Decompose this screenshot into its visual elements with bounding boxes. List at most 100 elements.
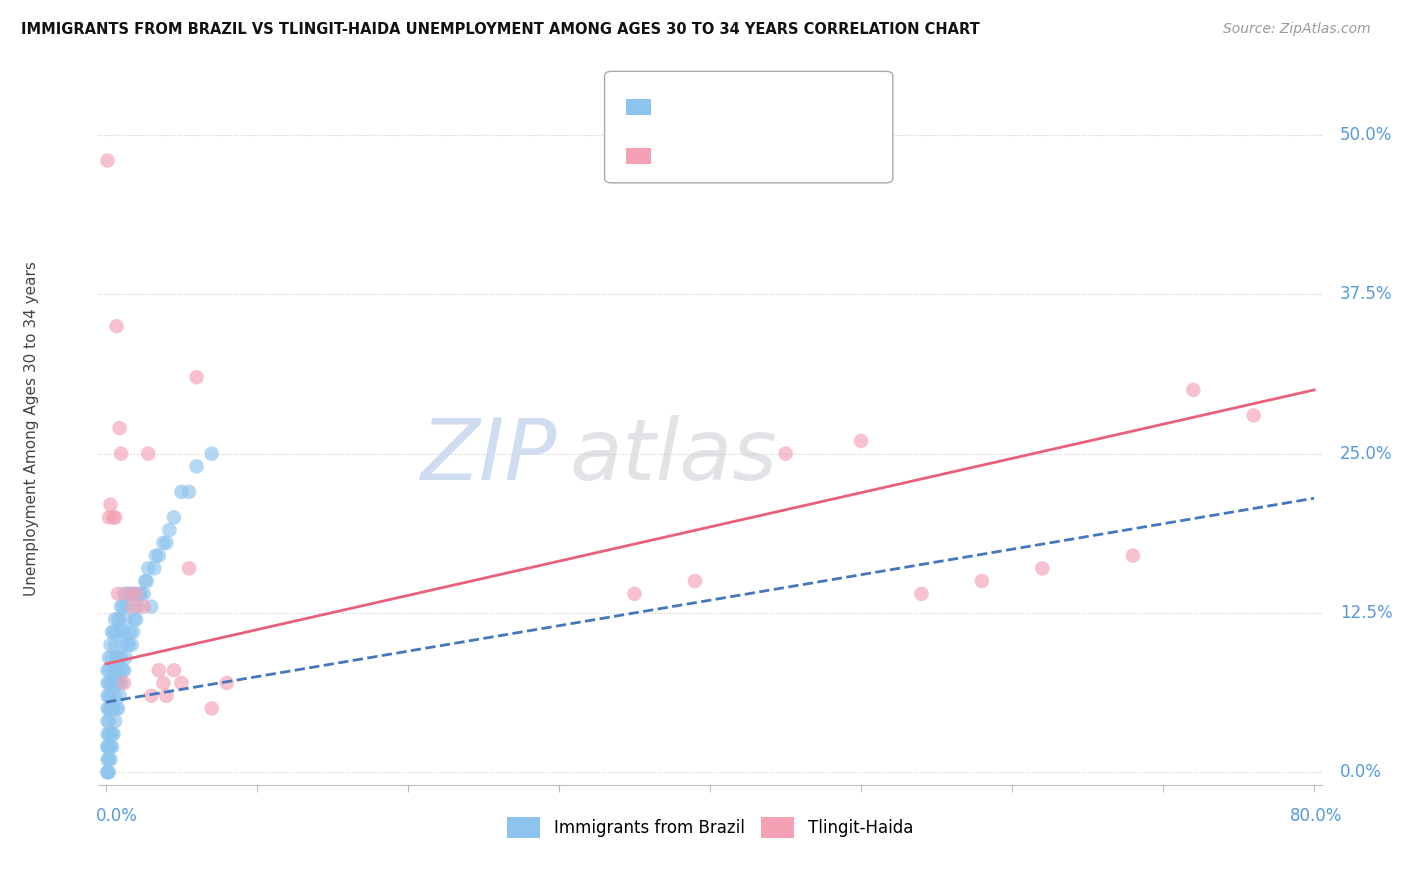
Point (148, 663, 170, 677)
Point (157, 523, 180, 537)
Point (114, 612, 136, 626)
Point (100, 739, 122, 754)
Point (100, 752, 122, 766)
Point (124, 612, 146, 626)
Point (96, 153, 118, 168)
Point (110, 599, 132, 614)
Point (115, 599, 138, 614)
Point (107, 612, 129, 626)
Point (104, 714, 127, 729)
Point (114, 650, 136, 665)
Point (1122, 549, 1144, 563)
Point (96, 663, 118, 677)
Text: IMMIGRANTS FROM BRAZIL VS TLINGIT-HAIDA UNEMPLOYMENT AMONG AGES 30 TO 34 YEARS C: IMMIGRANTS FROM BRAZIL VS TLINGIT-HAIDA … (21, 22, 980, 37)
Point (100, 689, 122, 703)
Point (103, 663, 125, 677)
Point (1182, 383, 1205, 397)
Point (96, 676, 118, 690)
Point (98, 689, 121, 703)
Point (108, 421, 131, 435)
Point (122, 599, 145, 614)
Point (105, 701, 128, 715)
Point (177, 561, 200, 575)
Point (98, 739, 121, 754)
Text: 25.0%: 25.0% (1340, 444, 1392, 463)
Point (98, 510, 121, 524)
Point (145, 549, 167, 563)
Point (132, 587, 155, 601)
Point (98, 663, 121, 677)
Text: 37.5%: 37.5% (1340, 285, 1392, 303)
Point (96, 727, 118, 741)
Point (120, 625, 142, 640)
Point (98, 765, 121, 780)
Point (98, 714, 121, 729)
Point (117, 638, 139, 652)
Point (111, 663, 134, 677)
Point (105, 319, 128, 334)
Point (96, 739, 118, 754)
Point (136, 561, 159, 575)
Point (104, 663, 127, 677)
Point (105, 650, 128, 665)
Text: Unemployment Among Ages 30 to 34 years: Unemployment Among Ages 30 to 34 years (24, 260, 38, 596)
Text: atlas: atlas (569, 415, 778, 499)
Point (112, 625, 135, 640)
Point (100, 638, 122, 652)
Point (201, 701, 224, 715)
Point (96, 739, 118, 754)
Point (108, 663, 131, 677)
Text: 50.0%: 50.0% (1340, 126, 1392, 145)
Point (100, 701, 122, 715)
Point (134, 574, 156, 588)
Point (1031, 561, 1053, 575)
Point (100, 676, 122, 690)
Point (101, 727, 124, 741)
Point (104, 638, 127, 652)
Point (152, 536, 174, 550)
Point (104, 612, 127, 626)
Point (107, 587, 129, 601)
Point (100, 727, 122, 741)
Point (105, 676, 128, 690)
Text: N =: N = (748, 148, 792, 163)
Point (98, 650, 121, 665)
Point (98, 727, 121, 741)
Point (201, 447, 224, 461)
Point (121, 587, 143, 601)
Point (101, 739, 124, 754)
Text: 29: 29 (794, 147, 818, 165)
Point (100, 498, 122, 512)
Point (103, 625, 125, 640)
Point (849, 434, 872, 448)
Point (215, 676, 238, 690)
Text: 0.0%: 0.0% (1340, 764, 1382, 781)
Point (117, 587, 139, 601)
Point (103, 701, 125, 715)
Point (135, 574, 157, 588)
Point (125, 612, 148, 626)
Point (111, 599, 134, 614)
Text: 0.313: 0.313 (699, 97, 751, 116)
Point (107, 701, 129, 715)
Point (186, 459, 208, 474)
Point (155, 689, 177, 703)
Point (163, 510, 186, 524)
Point (96, 701, 118, 715)
Point (108, 612, 131, 626)
Point (101, 650, 124, 665)
Point (112, 587, 135, 601)
Point (122, 625, 145, 640)
Point (115, 638, 138, 652)
Point (910, 587, 932, 601)
Text: 12.5%: 12.5% (1340, 604, 1392, 622)
Point (101, 625, 124, 640)
Point (970, 574, 993, 588)
Point (110, 650, 132, 665)
Point (96, 765, 118, 780)
Point (155, 536, 177, 550)
Legend: Immigrants from Brazil, Tlingit-Haida: Immigrants from Brazil, Tlingit-Haida (501, 811, 920, 845)
Text: N =: N = (748, 99, 792, 114)
Text: 0.435: 0.435 (699, 147, 751, 165)
Point (112, 676, 135, 690)
